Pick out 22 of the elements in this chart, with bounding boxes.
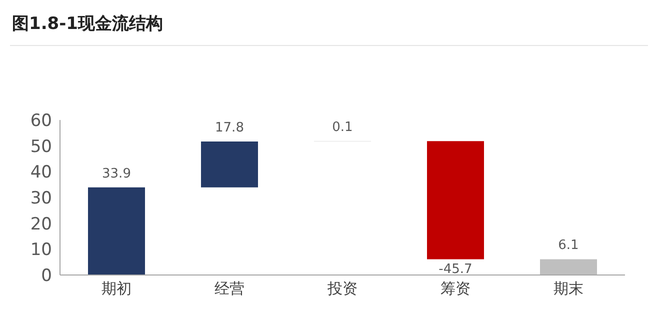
data-label: 17.8 (215, 120, 244, 136)
y-tick-label: 40 (30, 162, 52, 183)
data-label: 0.1 (332, 120, 353, 136)
x-tick-label: 筹资 (440, 280, 470, 298)
data-label: -45.7 (438, 262, 472, 278)
x-tick-label: 期末 (554, 280, 584, 298)
bar (88, 187, 145, 275)
bar (540, 259, 597, 275)
bar (201, 141, 258, 188)
data-label: 33.9 (102, 166, 131, 182)
y-tick-label: 30 (30, 188, 52, 209)
chart-title: 图1.8-1现金流结构 (12, 13, 163, 35)
y-tick-label: 60 (30, 111, 52, 132)
bar (427, 141, 484, 260)
y-tick-label: 50 (30, 136, 52, 157)
y-tick-label: 20 (30, 214, 52, 234)
x-tick-label: 经营 (214, 280, 244, 298)
y-tick-label: 10 (30, 240, 52, 260)
x-tick-label: 投资 (326, 280, 358, 298)
x-tick-label: 期初 (102, 280, 132, 298)
y-tick-label: 0 (41, 266, 52, 286)
data-label: 6.1 (558, 238, 579, 254)
